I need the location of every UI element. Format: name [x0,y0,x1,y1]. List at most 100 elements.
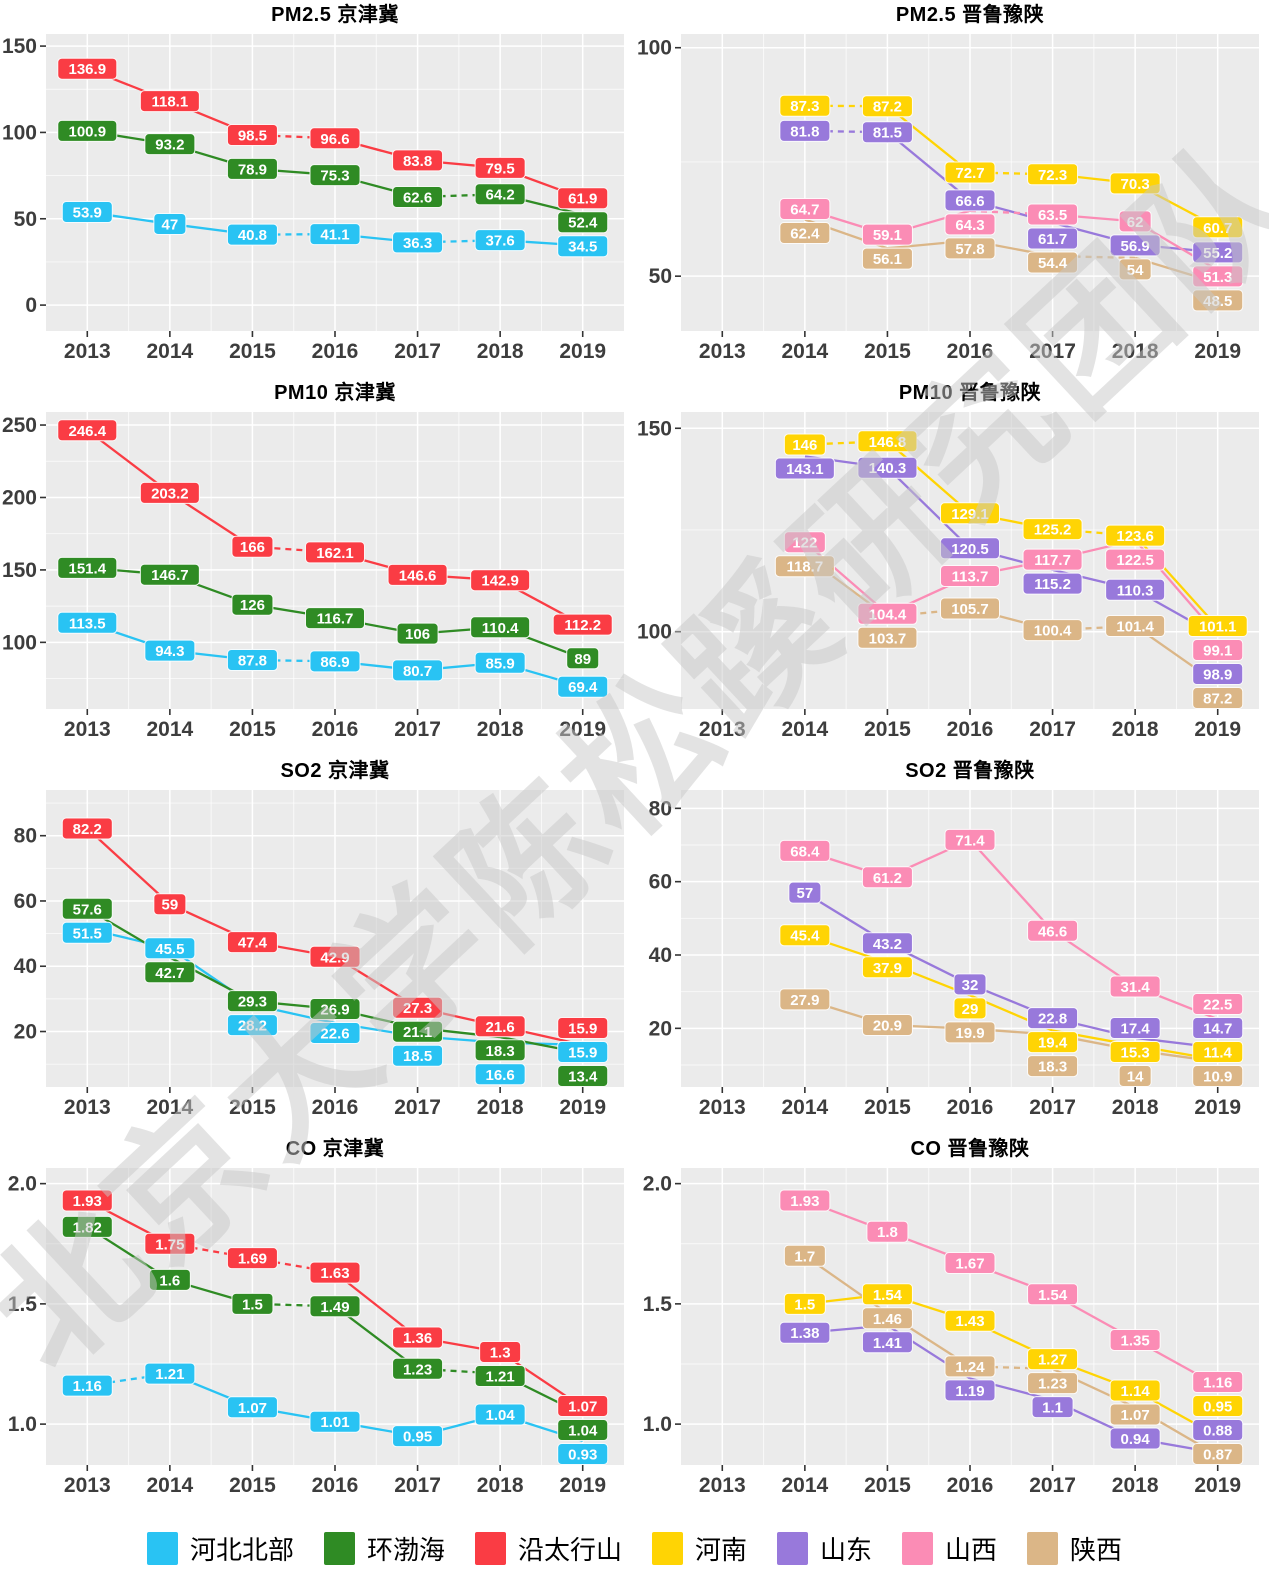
svg-text:43.2: 43.2 [873,936,902,953]
chart-title: PM10 京津冀 [274,382,396,404]
data-label: 61.2 [861,866,913,889]
data-label: 1.7 [783,1244,826,1267]
chart-so2-jinluyushaan: SO2 晋鲁豫陕 2013 2014 2015 2016 2017 2018 2019 20 4… [635,756,1269,1134]
data-label: 46.6 [1027,919,1079,942]
data-label: 16.6 [474,1063,526,1086]
svg-text:2016: 2016 [312,718,359,741]
svg-text:29: 29 [962,1001,979,1018]
data-label: 81.5 [861,121,913,144]
svg-text:62.4: 62.4 [790,226,820,243]
legend-swatch [1027,1531,1059,1565]
data-label: 28.2 [226,1014,278,1037]
svg-text:86.9: 86.9 [320,654,349,671]
svg-text:1.8: 1.8 [877,1224,898,1241]
data-label: 89 [566,647,600,670]
data-label: 54 [1118,258,1152,281]
svg-text:125.2: 125.2 [1034,522,1072,539]
data-label: 1.23 [1027,1372,1079,1395]
data-label: 27.9 [779,988,831,1011]
svg-text:22.5: 22.5 [1203,997,1232,1014]
svg-text:32: 32 [962,977,979,994]
svg-text:80: 80 [649,797,672,820]
svg-text:2019: 2019 [559,1096,606,1119]
svg-text:80: 80 [14,825,37,848]
svg-text:1.0: 1.0 [8,1413,37,1436]
data-label: 1.14 [1109,1379,1161,1402]
data-label: 1.21 [474,1364,526,1387]
data-label: 47.4 [226,931,278,954]
svg-text:1.07: 1.07 [568,1399,597,1416]
data-label: 57.8 [944,237,996,260]
data-label: 87.3 [779,94,831,117]
data-label: 1.27 [1027,1348,1079,1371]
svg-text:100: 100 [2,631,37,654]
data-label: 43.2 [861,932,913,955]
legend-label: 沿太行山 [517,1535,622,1565]
data-label: 112.2 [552,613,613,636]
data-label: 17.4 [1109,1017,1161,1039]
data-label: 62.6 [392,186,444,209]
data-label: 98.9 [1192,663,1244,685]
svg-text:2014: 2014 [781,1096,828,1119]
svg-text:68.4: 68.4 [790,843,820,860]
data-label: 166 [231,535,274,558]
chart-svg: 2013 2014 2015 2016 2017 2018 2019 100 150 146 143… [637,412,1259,741]
data-label: 103.7 [857,626,918,649]
svg-text:45.5: 45.5 [155,941,184,958]
legend-swatch [777,1531,808,1565]
chart-title: SO2 晋鲁豫陕 [905,760,1035,782]
data-label: 1.01 [309,1410,361,1433]
svg-text:146.7: 146.7 [151,567,189,584]
svg-text:98.5: 98.5 [238,128,267,145]
chart-title: CO 晋鲁豫陕 [910,1138,1030,1160]
svg-text:2015: 2015 [229,718,276,741]
chart-svg: 2013 2014 2015 2016 2017 2018 2019 1.0 1.5 2.0 1.9… [643,1168,1259,1497]
data-label: 10.9 [1192,1065,1244,1087]
legend-label: 山东 [820,1535,873,1565]
data-label: 1.75 [144,1232,196,1255]
svg-text:87.3: 87.3 [790,98,819,115]
svg-text:2.0: 2.0 [643,1173,672,1196]
svg-text:61.7: 61.7 [1038,231,1067,248]
data-label: 1.5 [783,1292,826,1315]
data-label: 59 [153,893,187,916]
svg-text:2016: 2016 [312,1096,359,1119]
svg-text:55.2: 55.2 [1203,245,1232,262]
svg-text:50: 50 [14,208,37,231]
data-label: 57 [788,881,822,904]
data-label: 14 [1118,1065,1152,1087]
svg-text:2014: 2014 [781,1474,828,1497]
chart-title: PM10 晋鲁豫陕 [898,382,1042,404]
data-label: 81.8 [779,119,831,142]
data-label: 118.7 [774,555,835,578]
svg-text:1.0: 1.0 [643,1413,672,1436]
svg-text:40: 40 [14,955,37,978]
svg-text:20.9: 20.9 [873,1018,902,1035]
data-label: 1.69 [226,1247,278,1270]
svg-text:2014: 2014 [781,718,828,741]
data-label: 1.54 [861,1283,913,1306]
chart-canvas-pm25-jinluyushaan: 2013 2014 2015 2016 2017 2018 2019 50 100 87.3 81.… [635,26,1269,378]
svg-text:36.3: 36.3 [403,235,432,252]
svg-text:37.6: 37.6 [486,233,515,250]
svg-text:21.1: 21.1 [403,1024,432,1041]
svg-text:2013: 2013 [64,1096,111,1119]
svg-text:20: 20 [649,1017,672,1040]
legend-label: 陕西 [1070,1535,1123,1565]
svg-text:122.5: 122.5 [1116,552,1154,569]
svg-text:52.4: 52.4 [568,215,598,232]
svg-text:48.5: 48.5 [1203,293,1232,310]
svg-text:71.4: 71.4 [955,832,985,849]
data-label: 1.54 [1027,1283,1079,1306]
svg-text:87.2: 87.2 [1203,691,1232,708]
data-label: 21.6 [474,1015,526,1038]
data-label: 96.6 [309,127,361,150]
data-label: 60.7 [1192,216,1244,239]
svg-text:61.2: 61.2 [873,870,902,887]
svg-text:101.4: 101.4 [1116,619,1154,636]
chart-co-jinluyushaan: CO 晋鲁豫陕 2013 2014 2015 2016 2017 2018 2019 1.0 1… [635,1134,1269,1512]
svg-text:100: 100 [2,121,37,144]
data-label: 45.4 [779,924,831,947]
svg-text:14.7: 14.7 [1203,1021,1232,1038]
data-label: 27.3 [392,996,444,1019]
